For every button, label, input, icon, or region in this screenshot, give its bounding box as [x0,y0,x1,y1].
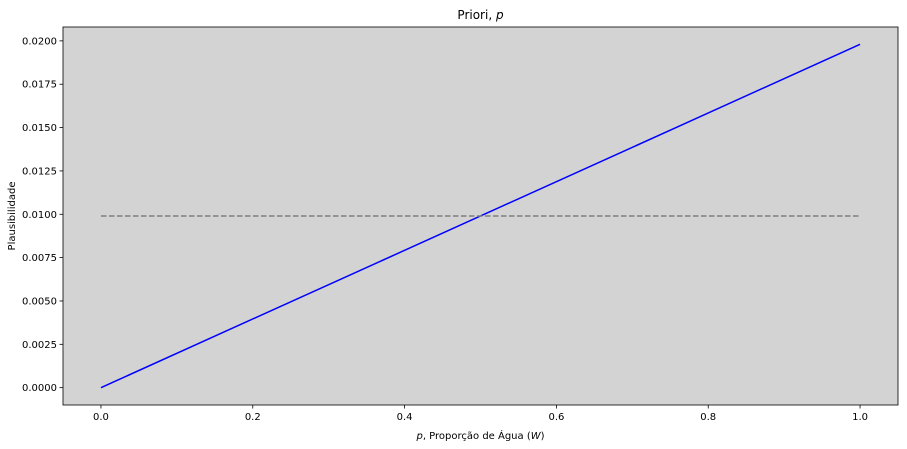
x-axis-label: p, Proporção de Água (W) [415,429,544,442]
x-axis-label-var: p [415,431,422,442]
y-tick-label: 0.0175 [22,80,57,91]
chart-title: Priori, p [457,8,504,22]
x-tick-label: 1.0 [852,412,868,423]
x-axis-label-var2: W [531,431,542,442]
x-tick-label: 0.8 [700,412,716,423]
y-tick-label: 0.0100 [22,210,57,221]
chart-title-main: Priori, [457,8,496,22]
x-tick-label: 0.6 [548,412,564,423]
x-axis-label-text: , Proporção de Água ( [423,429,531,442]
y-tick-label: 0.0200 [22,36,57,47]
series-layer [100,43,861,389]
x-tick-label: 0.4 [397,412,413,423]
y-tick-label: 0.0050 [22,296,57,307]
y-axis-label: Plausibilidade [7,182,18,251]
x-axis-label-end: ) [541,431,545,442]
y-tick-label: 0.0075 [22,253,57,264]
y-tick-label: 0.0025 [22,340,57,351]
chart-title-variable: p [495,8,504,22]
y-axis-ticks: 0.0000 0.0025 0.0050 0.0075 0.0100 0.0125 0.01… [22,36,63,394]
y-tick-label: 0.0125 [22,166,57,177]
plot-frame [62,26,899,406]
x-axis-ticks: 0.0 0.2 0.4 0.6 0.8 1.0 [93,405,868,423]
x-tick-label: 0.2 [245,412,261,423]
x-tick-label: 0.0 [93,412,109,423]
y-tick-label: 0.0000 [22,383,57,394]
y-tick-label: 0.0150 [22,123,57,134]
